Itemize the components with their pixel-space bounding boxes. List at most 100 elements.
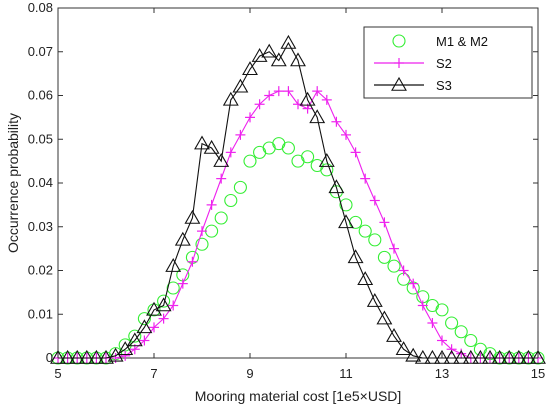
data-point (501, 349, 518, 364)
data-point (216, 173, 227, 184)
data-point (395, 341, 412, 356)
data-point (379, 217, 390, 228)
data-point (168, 300, 179, 311)
data-point (405, 347, 422, 362)
data-point (280, 34, 297, 49)
data-point (357, 271, 374, 286)
data-point (224, 193, 238, 208)
data-point (194, 135, 210, 150)
data-point (472, 349, 489, 364)
x-tick-label: 9 (246, 366, 253, 381)
data-point (139, 335, 150, 346)
data-point (149, 322, 159, 333)
data-point (69, 349, 86, 364)
data-point (264, 90, 275, 101)
series-line (58, 41, 538, 359)
y-tick-label: 0.08 (28, 0, 53, 15)
data-point (491, 349, 508, 364)
data-point (408, 278, 419, 289)
legend-item: S2 (374, 56, 452, 71)
y-tick-label: 0.03 (28, 219, 53, 234)
x-tick-label: 5 (54, 366, 61, 381)
data-point (387, 259, 401, 273)
data-point (389, 243, 399, 254)
data-point (155, 297, 172, 312)
data-point (98, 349, 114, 364)
legend: M1 & M2 S2 S3 (363, 26, 533, 99)
data-point (177, 278, 188, 289)
data-point (206, 199, 217, 210)
data-point (195, 237, 209, 251)
data-point (50, 349, 66, 364)
x-tick-label: 13 (435, 366, 449, 381)
data-point (445, 316, 459, 330)
data-point (309, 109, 326, 124)
data-point (424, 349, 441, 364)
data-point (331, 116, 342, 127)
data-point (136, 319, 153, 334)
data-point (203, 139, 220, 154)
data-point (454, 325, 468, 339)
data-point (360, 173, 371, 184)
data-point (482, 349, 498, 364)
data-point (464, 333, 478, 348)
data-point (197, 226, 207, 237)
data-point (243, 154, 257, 168)
data-point (347, 249, 364, 264)
data-point (318, 153, 335, 167)
data-point (157, 294, 171, 308)
legend-item: M1 & M2 (392, 34, 488, 49)
data-point (273, 86, 284, 97)
legend-item: S3 (374, 76, 452, 93)
legend-label: S2 (436, 56, 452, 71)
data-point (386, 328, 402, 342)
data-point (187, 256, 198, 267)
x-tick-label: 7 (150, 366, 157, 381)
data-point (339, 198, 353, 212)
y-tick-label: 0.04 (28, 175, 53, 190)
data-point (368, 233, 382, 247)
data-point (301, 150, 315, 164)
x-tick-label: 11 (339, 366, 353, 381)
y-tick-label: 0.02 (28, 263, 53, 278)
axes-layer: 5 7 9 11 13 15 0 0.01 0.02 0.03 0.04 0.05 0.06 0.07 0.… (28, 0, 546, 381)
data-point (414, 349, 431, 364)
data-point (165, 258, 182, 272)
data-point (462, 349, 479, 364)
data-point (338, 214, 354, 229)
data-point (530, 349, 546, 364)
data-point (235, 129, 246, 140)
data-point (261, 43, 278, 58)
data-point (233, 180, 247, 194)
series-3 (50, 34, 546, 364)
data-point (320, 163, 334, 177)
data-point (453, 349, 470, 364)
y-tick-label: 0 (46, 350, 53, 365)
data-point (137, 312, 151, 326)
data-point (376, 310, 393, 325)
data-point (214, 211, 228, 225)
y-tick-label: 0.07 (28, 44, 53, 59)
data-point (443, 349, 460, 364)
data-point (117, 341, 134, 356)
data-point (184, 209, 201, 224)
data-point (366, 293, 383, 307)
data-point (312, 86, 323, 97)
data-point (222, 91, 239, 106)
data-point (225, 147, 236, 158)
data-point (437, 335, 447, 346)
legend-label: M1 & M2 (436, 34, 488, 49)
data-point (290, 52, 306, 67)
series-layer (50, 34, 546, 365)
data-point (88, 349, 105, 364)
data-point (166, 281, 180, 295)
data-point (126, 332, 143, 347)
data-point (283, 86, 294, 97)
data-point (446, 344, 457, 355)
data-point (174, 231, 191, 246)
data-point (377, 250, 391, 264)
data-point (158, 313, 169, 324)
data-point (120, 350, 131, 361)
data-point (213, 153, 230, 167)
